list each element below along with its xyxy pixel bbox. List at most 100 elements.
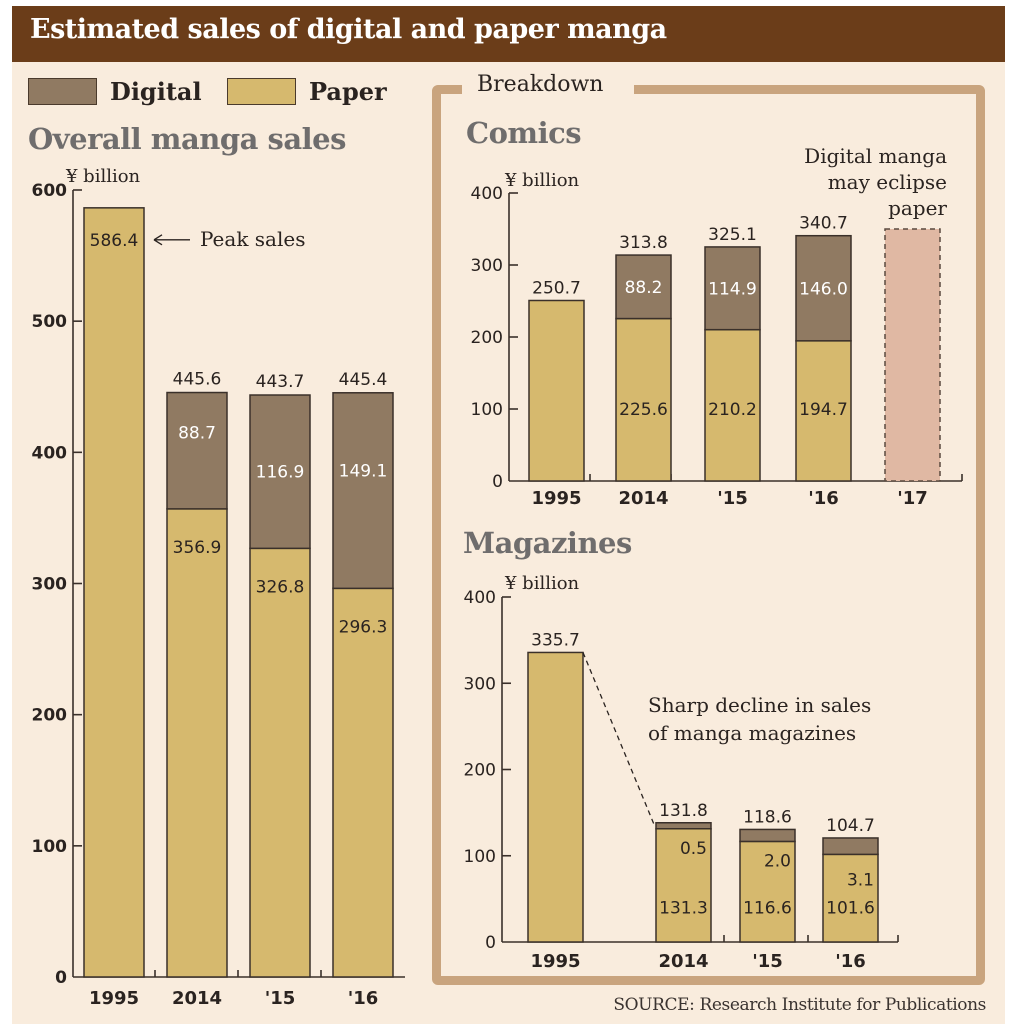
peak-sales-arrow-icon xyxy=(153,234,163,246)
magazines-paper-label: 131.3 xyxy=(659,899,708,919)
comics-category-label: '17 xyxy=(897,488,928,509)
magazines-digital-label: 2.0 xyxy=(764,851,791,871)
overall-y-tick-label: 400 xyxy=(32,443,68,463)
comics-annotation-line: may eclipse xyxy=(828,170,947,194)
overall-paper-label: 326.8 xyxy=(256,577,305,597)
overall-category-label: '15 xyxy=(265,988,296,1009)
comics-y-tick-label: 0 xyxy=(492,472,503,492)
comics-bar-paper xyxy=(615,317,672,482)
comics-annotation-line: paper xyxy=(888,196,947,220)
magazines-paper-label: 101.6 xyxy=(826,899,875,919)
decline-dashed-line xyxy=(582,652,655,825)
comics-digital-label: 146.0 xyxy=(799,279,848,299)
magazines-category-label: 1995 xyxy=(530,951,580,972)
comics-y-tick-label: 200 xyxy=(471,328,503,348)
overall-y-tick-label: 300 xyxy=(32,575,68,595)
magazines-bar-digital xyxy=(822,837,879,856)
magazines-total-label: 104.7 xyxy=(826,816,875,836)
legend-label-paper: Paper xyxy=(309,77,387,106)
overall-paper-label: 586.4 xyxy=(90,231,139,251)
overall-y-tick-label: 600 xyxy=(32,181,68,201)
magazines-total-label: 118.6 xyxy=(743,807,792,827)
overall-total-label: 445.6 xyxy=(173,370,222,390)
overall-paper-label: 296.3 xyxy=(339,617,388,637)
magazines-category-label: 2014 xyxy=(658,951,708,972)
page-title: Estimated sales of digital and paper man… xyxy=(30,14,667,45)
overall-digital-label: 149.1 xyxy=(339,462,388,482)
overall-bar-digital xyxy=(166,391,228,510)
comics-category-label: 2014 xyxy=(618,488,668,509)
magazines-bar-digital xyxy=(739,828,796,843)
magazines-bar-paper xyxy=(527,651,584,943)
comics-unit-label: ¥ billion xyxy=(504,170,580,191)
overall-y-tick-label: 500 xyxy=(32,312,68,332)
overall-digital-label: 88.7 xyxy=(178,424,216,444)
overall-unit-label: ¥ billion xyxy=(65,166,141,187)
comics-chart-title: Comics xyxy=(466,116,582,150)
comics-paper-label: 194.7 xyxy=(799,400,848,420)
comics-category-label: '16 xyxy=(808,488,839,509)
breakdown-box xyxy=(432,85,985,985)
magazines-y-tick-label: 300 xyxy=(464,674,496,694)
legend-swatch-paper xyxy=(227,78,296,105)
comics-bar-paper xyxy=(704,328,761,482)
magazines-chart-title: Magazines xyxy=(463,526,632,560)
magazines-annotation-line: of manga magazines xyxy=(648,721,856,745)
magazines-unit-label: ¥ billion xyxy=(504,573,580,594)
legend-swatch-digital xyxy=(28,78,97,105)
comics-y-tick-label: 400 xyxy=(471,184,503,204)
comics-y-tick-label: 100 xyxy=(471,400,503,420)
comics-projection-bar xyxy=(884,228,941,482)
comics-paper-label: 210.2 xyxy=(708,400,757,420)
comics-paper-label: 225.6 xyxy=(619,400,668,420)
overall-paper-label: 356.9 xyxy=(173,538,222,558)
magazines-category-label: '16 xyxy=(835,951,866,972)
overall-category-label: 1995 xyxy=(89,988,139,1009)
overall-total-label: 443.7 xyxy=(256,372,305,392)
magazines-bar-digital xyxy=(655,822,712,830)
comics-bar-digital xyxy=(615,254,672,320)
overall-digital-label: 116.9 xyxy=(256,463,305,483)
comics-total-label: 340.7 xyxy=(799,214,848,234)
comics-annotation-line: Digital manga xyxy=(804,144,947,168)
overall-y-tick-label: 100 xyxy=(32,837,68,857)
magazines-y-tick-label: 400 xyxy=(464,588,496,608)
title-bar xyxy=(12,6,1005,62)
magazines-bar-paper xyxy=(822,853,879,943)
magazines-category-label: '15 xyxy=(752,951,783,972)
comics-bar-paper xyxy=(795,340,852,482)
breakdown-label: Breakdown xyxy=(477,72,604,97)
magazines-y-tick-label: 100 xyxy=(464,847,496,867)
legend-label-digital: Digital xyxy=(110,77,202,106)
overall-y-tick-label: 0 xyxy=(55,968,67,988)
comics-category-label: 1995 xyxy=(531,488,581,509)
overall-total-label: 445.4 xyxy=(339,370,388,390)
overall-bar-digital xyxy=(249,394,311,550)
comics-bar-digital xyxy=(704,246,761,331)
overall-bar-paper xyxy=(83,207,145,978)
comics-y-tick-label: 300 xyxy=(471,256,503,276)
overall-chart-title: Overall manga sales xyxy=(28,122,346,156)
overall-bar-paper xyxy=(166,508,228,978)
comics-bar-digital xyxy=(795,234,852,342)
magazines-digital-label: 0.5 xyxy=(680,839,707,859)
magazines-annotation-line: Sharp decline in sales xyxy=(648,693,871,717)
comics-total-label: 313.8 xyxy=(619,233,668,253)
comics-category-label: '15 xyxy=(717,488,748,509)
source-note: SOURCE: Research Institute for Publicati… xyxy=(613,995,986,1015)
peak-sales-annotation: Peak sales xyxy=(200,227,305,251)
magazines-bar-paper xyxy=(655,828,712,943)
comics-total-label: 325.1 xyxy=(708,225,757,245)
comics-bar-paper xyxy=(528,299,585,482)
breakdown-label-background xyxy=(462,74,634,102)
magazines-y-tick-label: 0 xyxy=(485,933,496,953)
comics-digital-label: 88.2 xyxy=(625,278,663,298)
magazines-digital-label: 3.1 xyxy=(847,870,874,890)
magazines-total-label: 131.8 xyxy=(659,801,708,821)
overall-category-label: 2014 xyxy=(172,988,222,1009)
magazines-y-tick-label: 200 xyxy=(464,761,496,781)
comics-total-label: 250.7 xyxy=(532,278,581,298)
overall-y-tick-label: 200 xyxy=(32,706,68,726)
overall-category-label: '16 xyxy=(348,988,379,1009)
